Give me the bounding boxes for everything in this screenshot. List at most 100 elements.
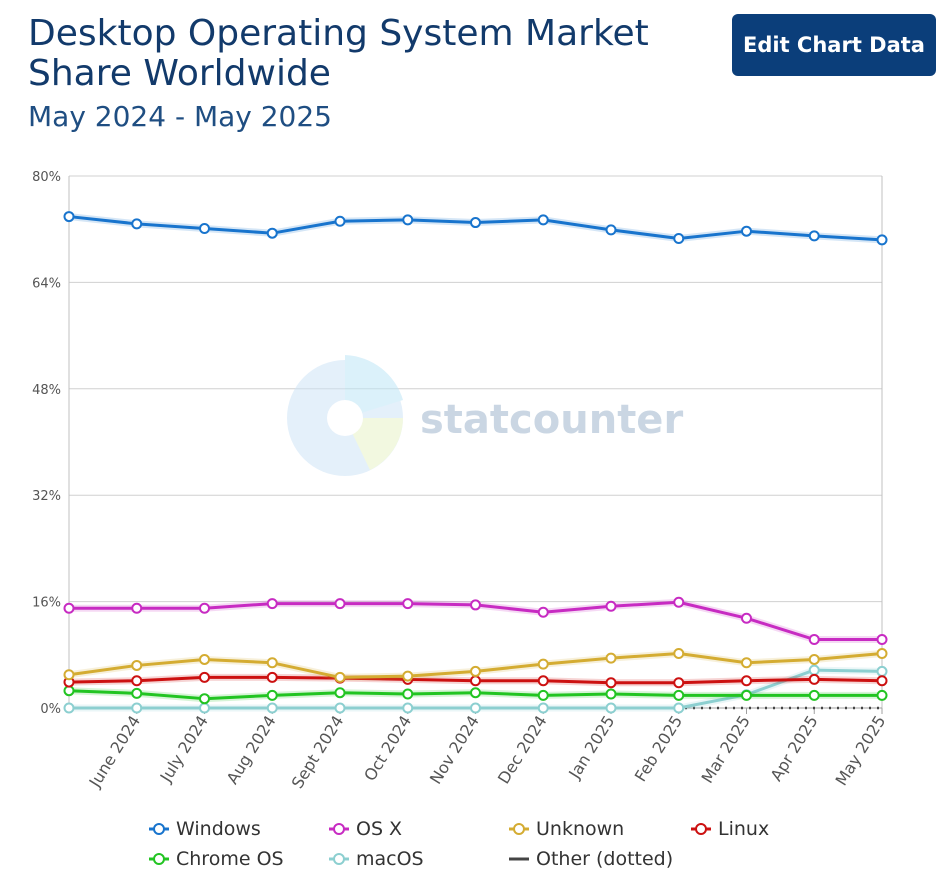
series-chrome-os (63, 685, 888, 705)
data-point-linux[interactable] (741, 675, 752, 687)
data-point-windows[interactable] (470, 217, 481, 229)
data-point-linux[interactable] (199, 671, 210, 683)
data-point-macos[interactable] (673, 702, 685, 714)
data-point-chrome-os[interactable] (876, 689, 888, 701)
data-point-os-x[interactable] (876, 634, 888, 646)
data-point-windows[interactable] (808, 230, 820, 242)
data-point-windows[interactable] (741, 225, 752, 237)
legend-label: Windows (176, 818, 261, 840)
data-point-os-x[interactable] (470, 599, 481, 611)
data-point-windows[interactable] (402, 214, 414, 226)
legend-item-unknown[interactable]: Unknown (508, 818, 624, 840)
legend-item-os-x[interactable]: OS X (328, 818, 402, 840)
data-point-chrome-os[interactable] (199, 693, 210, 705)
legend-swatch-icon (149, 823, 169, 835)
data-point-macos[interactable] (605, 702, 617, 714)
data-point-macos[interactable] (266, 702, 278, 714)
data-point-macos[interactable] (537, 702, 549, 714)
data-point-macos[interactable] (63, 702, 75, 714)
legend-label: Linux (718, 818, 770, 840)
data-point-os-x[interactable] (537, 606, 549, 618)
x-tick-label: Jan 2025 (564, 712, 618, 783)
legend-label: Chrome OS (176, 848, 284, 870)
data-point-unknown[interactable] (402, 670, 414, 682)
data-point-unknown[interactable] (537, 658, 549, 670)
data-point-chrome-os[interactable] (131, 687, 143, 699)
data-point-unknown[interactable] (876, 647, 888, 659)
data-point-windows[interactable] (334, 215, 346, 227)
data-point-unknown[interactable] (673, 647, 685, 659)
data-point-chrome-os[interactable] (605, 688, 617, 700)
legend-item-windows[interactable]: Windows (148, 818, 261, 840)
x-tick-label: July 2024 (156, 712, 212, 786)
data-point-chrome-os[interactable] (537, 689, 549, 701)
data-point-linux[interactable] (808, 673, 820, 685)
data-point-chrome-os[interactable] (741, 689, 752, 701)
data-point-windows[interactable] (537, 214, 549, 226)
data-point-macos[interactable] (131, 702, 143, 714)
data-point-chrome-os[interactable] (334, 687, 346, 699)
data-point-linux[interactable] (876, 675, 888, 687)
data-point-linux[interactable] (605, 677, 617, 689)
x-tick-label: Oct 2024 (360, 712, 415, 784)
data-point-windows[interactable] (63, 211, 75, 223)
y-tick-labels: 0% 16% 32% 48% 64% 80% (32, 170, 61, 717)
data-point-windows[interactable] (605, 224, 617, 236)
data-point-unknown[interactable] (605, 652, 617, 664)
data-point-os-x[interactable] (808, 634, 820, 646)
x-tick-label: June 2024 (85, 712, 144, 791)
data-point-linux[interactable] (470, 675, 481, 687)
data-point-unknown[interactable] (470, 665, 481, 677)
data-point-os-x[interactable] (63, 602, 75, 614)
page-title: Desktop Operating System Market Share Wo… (28, 13, 649, 94)
legend-item-macos[interactable]: macOS (328, 848, 424, 870)
series-lines (63, 211, 888, 714)
data-point-macos[interactable] (199, 702, 210, 714)
data-point-windows[interactable] (673, 233, 685, 245)
data-point-windows[interactable] (199, 223, 210, 235)
data-point-macos[interactable] (402, 702, 414, 714)
data-point-os-x[interactable] (199, 602, 210, 614)
data-point-linux[interactable] (537, 675, 549, 687)
data-point-os-x[interactable] (605, 600, 617, 612)
data-point-unknown[interactable] (131, 659, 143, 671)
legend-item-chrome-os[interactable]: Chrome OS (148, 848, 284, 870)
data-point-os-x[interactable] (266, 598, 278, 610)
data-point-macos[interactable] (876, 665, 888, 677)
data-point-linux[interactable] (131, 675, 143, 687)
data-point-windows[interactable] (876, 234, 888, 246)
data-point-os-x[interactable] (741, 612, 752, 624)
legend-item-other-dotted[interactable]: Other (dotted) (508, 848, 673, 870)
data-point-chrome-os[interactable] (266, 689, 278, 701)
data-point-macos[interactable] (470, 702, 481, 714)
data-point-unknown[interactable] (266, 657, 278, 669)
data-point-chrome-os[interactable] (673, 689, 685, 701)
data-point-chrome-os[interactable] (402, 688, 414, 700)
data-point-unknown[interactable] (808, 653, 820, 665)
y-tick-label: 16% (32, 596, 61, 611)
legend-swatch-icon (149, 853, 169, 865)
data-point-macos[interactable] (808, 664, 820, 676)
data-point-unknown[interactable] (334, 671, 346, 683)
data-point-os-x[interactable] (673, 596, 685, 608)
data-point-unknown[interactable] (741, 657, 752, 669)
legend-item-linux[interactable]: Linux (690, 818, 769, 840)
data-point-os-x[interactable] (334, 598, 346, 610)
axes (68, 176, 883, 714)
data-point-windows[interactable] (131, 218, 143, 230)
data-point-os-x[interactable] (402, 598, 414, 610)
data-point-unknown[interactable] (199, 653, 210, 665)
data-point-linux[interactable] (266, 671, 278, 683)
data-point-unknown[interactable] (63, 669, 75, 681)
statcounter-watermark: statcounter (287, 355, 683, 476)
legend-swatch-icon (329, 823, 349, 835)
data-point-windows[interactable] (266, 227, 278, 239)
legend-swatch-icon (509, 857, 529, 861)
data-point-os-x[interactable] (131, 602, 143, 614)
data-point-chrome-os[interactable] (808, 689, 820, 701)
data-point-linux[interactable] (673, 677, 685, 689)
edit-chart-data-button[interactable]: Edit Chart Data (732, 14, 936, 76)
data-point-chrome-os[interactable] (470, 687, 481, 699)
page-subtitle: May 2024 - May 2025 (28, 100, 332, 133)
data-point-macos[interactable] (334, 702, 346, 714)
